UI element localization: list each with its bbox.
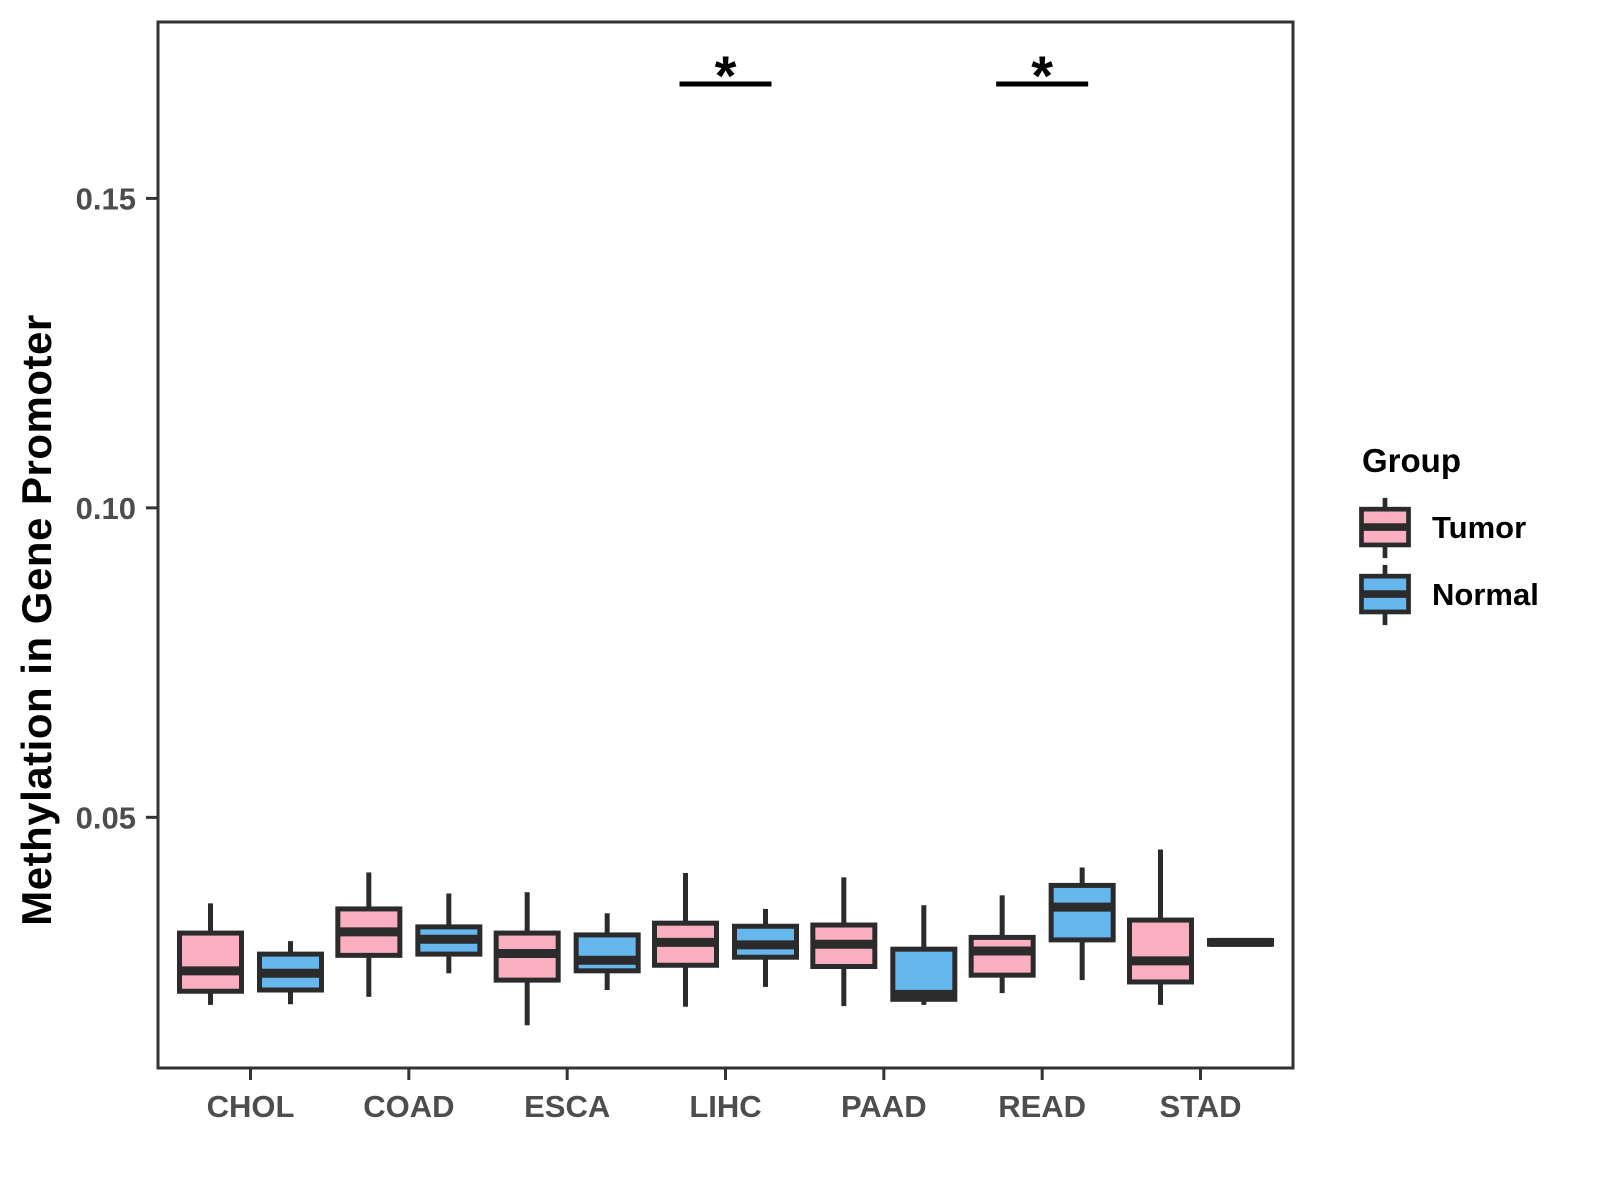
legend: Group Tumor Normal <box>1356 442 1539 628</box>
x-tick-label-CHOL: CHOL <box>207 1089 295 1124</box>
boxplot-LIHC-Tumor <box>652 873 719 1007</box>
legend-label-tumor: Tumor <box>1432 509 1527 545</box>
legend-item-normal: Normal <box>1356 561 1539 628</box>
boxplot-LIHC-Normal <box>732 908 799 987</box>
significance-star-READ: * <box>1031 44 1053 107</box>
tumor-boxplot-key-icon <box>1359 497 1411 558</box>
iqr-box-STAD-Tumor <box>1126 917 1194 985</box>
significance-star-LIHC: * <box>715 44 737 107</box>
boxplot-COAD-Tumor <box>335 872 403 997</box>
x-tick-label-READ: READ <box>998 1089 1086 1124</box>
boxplot-PAAD-Normal <box>890 905 958 1005</box>
boxplot-PAAD-Tumor <box>810 877 878 1007</box>
iqr-box-READ-Normal <box>1048 882 1116 943</box>
boxplot-CHOL-Normal <box>257 941 325 1005</box>
normal-boxplot-key-icon <box>1359 564 1411 625</box>
x-tick-label-STAD: STAD <box>1159 1089 1241 1124</box>
x-tick-label-PAAD: PAAD <box>841 1089 927 1124</box>
iqr-box-READ-Tumor <box>968 934 1036 978</box>
boxplot-STAD-Normal <box>1206 937 1274 947</box>
legend-label-normal: Normal <box>1432 576 1539 612</box>
iqr-box-CHOL-Tumor <box>177 930 245 994</box>
x-tick-label-ESCA: ESCA <box>524 1089 610 1124</box>
legend-title: Group <box>1362 442 1461 479</box>
x-tick-label-LIHC: LIHC <box>689 1089 761 1124</box>
plot-panel-border <box>156 20 1295 1070</box>
boxplot-ESCA-Normal <box>573 913 641 991</box>
y-tick-label-0.10: 0.10 <box>76 491 136 526</box>
iqr-box-ESCA-Normal <box>573 932 641 974</box>
y-tick-label-0.15: 0.15 <box>76 181 136 216</box>
boxplot-READ-Tumor <box>968 895 1036 994</box>
x-tick-label-COAD: COAD <box>363 1089 454 1124</box>
y-axis-title: Methylation in Gene Promoter <box>13 314 60 926</box>
y-tick-label-0.05: 0.05 <box>76 800 136 835</box>
legend-item-tumor: Tumor <box>1356 494 1539 561</box>
boxplot-STAD-Tumor <box>1126 849 1194 1005</box>
boxplot-READ-Normal <box>1048 867 1116 981</box>
boxplot-COAD-Normal <box>415 893 483 974</box>
boxplot-CHOL-Tumor <box>177 903 245 1005</box>
boxplot-ESCA-Tumor <box>493 892 561 1026</box>
